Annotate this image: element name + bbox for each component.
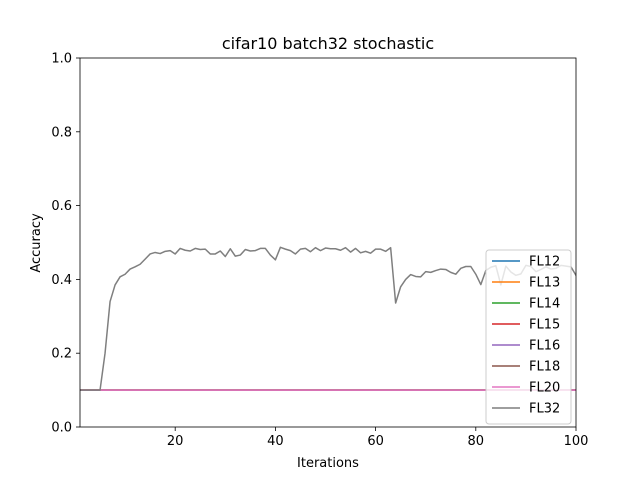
y-tick-label: 0.0	[51, 421, 72, 436]
y-tick-label: 0.6	[51, 199, 72, 214]
x-tick-label: 80	[468, 434, 485, 449]
legend-label-fl18: FL18	[529, 360, 560, 375]
axes-frame	[79, 57, 577, 428]
legend: FL12 FL13 FL14 FL15 FL16 FL18 FL20 FL32	[485, 249, 572, 425]
x-tick-label: 40	[267, 434, 284, 449]
y-axis-label: Accuracy	[29, 213, 44, 273]
legend-label-fl14: FL14	[529, 297, 560, 312]
x-axis-label: Iterations	[297, 456, 359, 471]
plot-area: 20 40 60 80 100 0.0 0.2 0.4 0.6 0.8 1.0	[51, 52, 588, 450]
x-tick-label: 60	[367, 434, 384, 449]
legend-label-fl13: FL13	[529, 276, 560, 291]
y-tick-label: 0.8	[51, 125, 72, 140]
x-tick-label: 100	[564, 434, 589, 449]
legend-box	[485, 249, 572, 425]
y-tick-label: 0.2	[51, 347, 72, 362]
legend-label-fl16: FL16	[529, 339, 560, 354]
legend-label-fl20: FL20	[529, 381, 560, 396]
legend-label-fl15: FL15	[529, 318, 560, 333]
x-tick-label: 20	[167, 434, 184, 449]
y-tick-label: 1.0	[51, 52, 72, 67]
legend-label-fl32: FL32	[529, 402, 560, 417]
y-tick-label: 0.4	[51, 273, 72, 288]
legend-label-fl12: FL12	[529, 255, 560, 270]
chart-title: cifar10 batch32 stochastic	[222, 34, 434, 53]
